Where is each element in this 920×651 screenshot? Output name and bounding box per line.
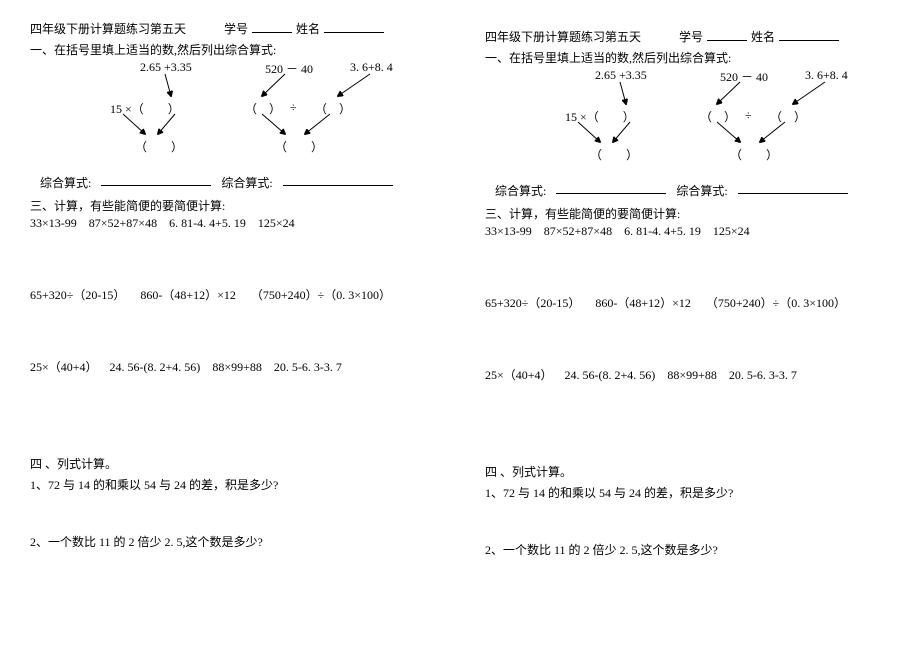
title: 四年级下册计算题练习第五天 [30,20,186,37]
name-blank[interactable] [779,29,839,41]
r1c: 6. 81-4. 4+5. 19 [624,224,701,238]
sec3: 三、计算，有些能简便的要简便计算: 33×13-99 87×52+87×48 6… [30,197,450,375]
sec4: 四 、列式计算。 1、72 与 14 的和乘以 54 与 24 的差，积是多少?… [30,455,450,550]
r3a: 25×（40+4） [30,360,98,374]
title: 四年级下册计算题练习第五天 [485,28,641,45]
q2: 2、一个数比 11 的 2 倍少 2. 5,这个数是多少? [485,541,910,558]
row2: 65+320÷（20-15） 860-（48+12）×12 （750+240）÷… [30,286,450,303]
r3d: 20. 5-6. 3-3. 7 [274,360,342,374]
r1a: 33×13-99 [30,216,77,230]
r2b: 860-（48+12）×12 [140,288,236,302]
row3: 25×（40+4） 24. 56-(8. 2+4. 56) 88×99+88 2… [30,358,450,375]
expr-blank-1[interactable] [556,182,666,194]
id-blank[interactable] [252,21,292,33]
expr-blank-1[interactable] [101,174,211,186]
r2a: 65+320÷（20-15） [30,288,125,302]
r3c: 88×99+88 [212,360,262,374]
q1: 1、72 与 14 的和乘以 54 与 24 的差，积是多少? [30,476,450,493]
row1: 33×13-99 87×52+87×48 6. 81-4. 4+5. 19 12… [485,224,910,239]
name-blank[interactable] [324,21,384,33]
diagram-area: 2.65 +3.35 15 ×（ ） （ ） 520 － 40 （ ） ÷ （ … [485,68,910,178]
r1b: 87×52+87×48 [544,224,612,238]
r2c: （750+240）÷（0. 3×100） [706,296,846,310]
expr-label-1: 综合算式: [40,174,91,191]
header: 四年级下册计算题练习第五天 学号 姓名 [30,20,450,37]
r1a: 33×13-99 [485,224,532,238]
id-blank[interactable] [707,29,747,41]
r3c: 88×99+88 [667,368,717,382]
page-left: 四年级下册计算题练习第五天 学号 姓名 一、在括号里填上适当的数,然后列出综合算… [0,0,460,651]
expr-blank-2[interactable] [283,174,393,186]
sec1-title: 一、在括号里填上适当的数,然后列出综合算式: [30,41,450,58]
r3a: 25×（40+4） [485,368,553,382]
diagram-area: 2.65 +3.35 15 ×（ ） （ ） 520 － 40 （ ） ÷ （ … [30,60,450,170]
r2a: 65+320÷（20-15） [485,296,580,310]
sec4-title: 四 、列式计算。 [485,463,910,480]
header: 四年级下册计算题练习第五天 学号 姓名 [485,28,910,45]
name-label: 姓名 [296,20,320,37]
q2: 2、一个数比 11 的 2 倍少 2. 5,这个数是多少? [30,533,450,550]
sec4: 四 、列式计算。 1、72 与 14 的和乘以 54 与 24 的差，积是多少?… [485,463,910,558]
r2c: （750+240）÷（0. 3×100） [251,288,391,302]
id-label: 学号 [679,28,703,45]
r1d: 125×24 [713,224,750,238]
sec3-title: 三、计算，有些能简便的要简便计算: [30,197,450,214]
sec3: 三、计算，有些能简便的要简便计算: 33×13-99 87×52+87×48 6… [485,205,910,383]
expr-label-2: 综合算式: [676,182,727,199]
row3: 25×（40+4） 24. 56-(8. 2+4. 56) 88×99+88 2… [485,366,910,383]
r1c: 6. 81-4. 4+5. 19 [169,216,246,230]
r3b: 24. 56-(8. 2+4. 56) [565,368,656,382]
expr-blank-2[interactable] [738,182,848,194]
expr-label-1: 综合算式: [495,182,546,199]
r3b: 24. 56-(8. 2+4. 56) [110,360,201,374]
row1: 33×13-99 87×52+87×48 6. 81-4. 4+5. 19 12… [30,216,450,231]
row2: 65+320÷（20-15） 860-（48+12）×12 （750+240）÷… [485,294,910,311]
r3d: 20. 5-6. 3-3. 7 [729,368,797,382]
sec3-title: 三、计算，有些能简便的要简便计算: [485,205,910,222]
id-label: 学号 [224,20,248,37]
expr-line: 综合算式: 综合算式: [30,174,450,191]
expr-line: 综合算式: 综合算式: [485,182,910,199]
sec1-title: 一、在括号里填上适当的数,然后列出综合算式: [485,49,910,66]
r2b: 860-（48+12）×12 [595,296,691,310]
r1d: 125×24 [258,216,295,230]
r1b: 87×52+87×48 [89,216,157,230]
page-right: 四年级下册计算题练习第五天 学号 姓名 一、在括号里填上适当的数,然后列出综合算… [460,0,920,651]
name-label: 姓名 [751,28,775,45]
sec4-title: 四 、列式计算。 [30,455,450,472]
q1: 1、72 与 14 的和乘以 54 与 24 的差，积是多少? [485,484,910,501]
expr-label-2: 综合算式: [221,174,272,191]
